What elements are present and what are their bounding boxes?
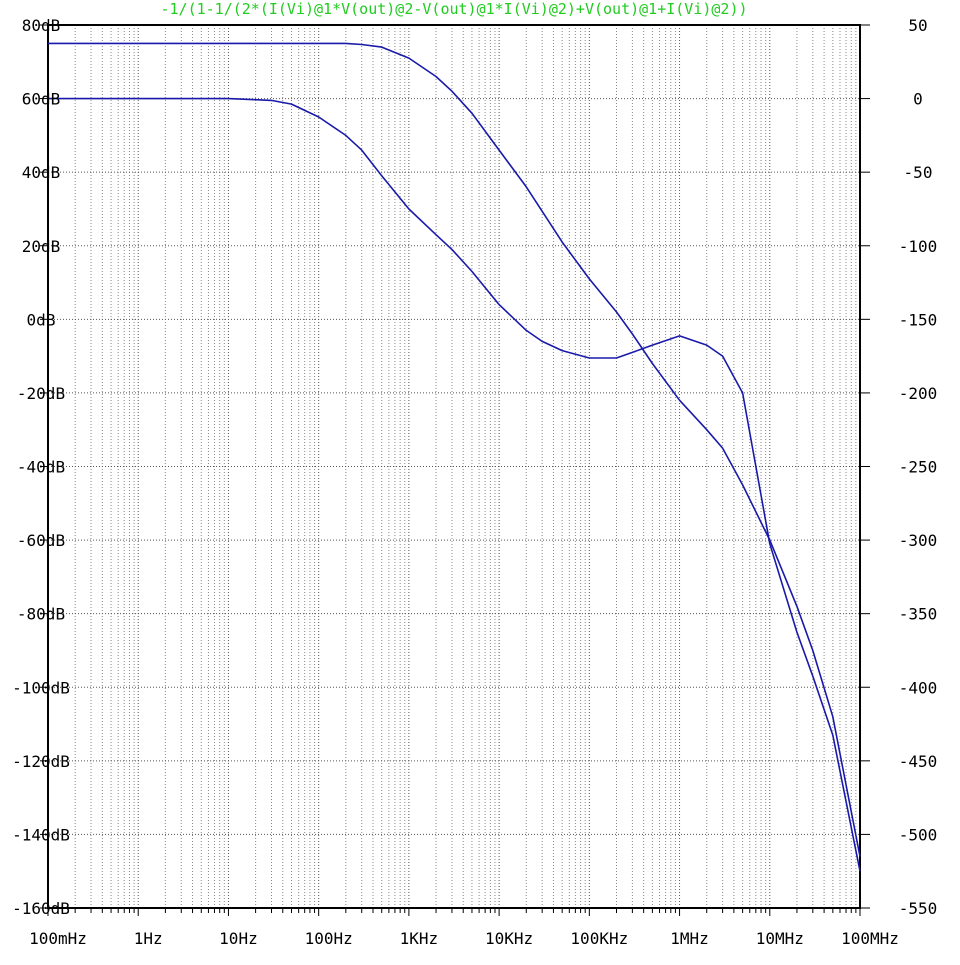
y-left-tick-label: 60dB	[22, 90, 61, 109]
x-tick-label: 1Hz	[134, 929, 163, 948]
grid-layer	[48, 25, 860, 908]
x-tick-label: 100MHz	[841, 929, 899, 948]
y-right-tick-label: -100	[899, 237, 938, 256]
y-left-tick-label: 80dB	[22, 16, 61, 35]
y-left-tick-label: -120dB	[12, 752, 70, 771]
y-right-tick-label: -250	[899, 458, 938, 477]
x-tick-label: 10KHz	[485, 929, 533, 948]
y-left-tick-label: -80dB	[17, 605, 65, 624]
x-tick-label: 1KHz	[400, 929, 439, 948]
y-right-tick-label: -200	[899, 384, 938, 403]
y-left-tick-label: 40dB	[22, 163, 61, 182]
x-tick-label: 100KHz	[570, 929, 628, 948]
y-right-tick-label: -450	[899, 752, 938, 771]
plot-border	[47, 24, 861, 909]
series-layer	[48, 42, 861, 872]
y-right-tick-label: -550	[899, 899, 938, 918]
y-left-tick-label: 0dB	[27, 310, 56, 329]
y-left-tick-label: -140dB	[12, 825, 70, 844]
x-tick-label: 1MHz	[670, 929, 709, 948]
y-right-tick-label: 0	[913, 90, 923, 109]
y-left-tick-label: -160dB	[12, 899, 70, 918]
x-tick-label: 10MHz	[756, 929, 804, 948]
y-right-tick-label: -350	[899, 605, 938, 624]
x-tick-label: 100mHz	[29, 929, 87, 948]
y-right-tick-label: -150	[899, 310, 938, 329]
x-tick-label: 100Hz	[305, 929, 353, 948]
y-left-tick-label: -20dB	[17, 384, 65, 403]
label-layer: 80dB 60dB 40dB 20dB 0dB -20dB -40dB -60dB -80dB -…	[12, 16, 937, 948]
x-tick-label: 10Hz	[219, 929, 258, 948]
y-right-tick-label: -500	[899, 825, 938, 844]
y-left-tick-label: -60dB	[17, 531, 65, 550]
y-right-tick-label: -50	[904, 163, 933, 182]
axis-layer	[40, 24, 870, 916]
y-right-tick-label: -300	[899, 531, 938, 550]
y-left-tick-label: 20dB	[22, 237, 61, 256]
y-right-tick-label: 50	[908, 16, 927, 35]
series-line	[48, 97, 861, 872]
y-left-tick-label: -100dB	[12, 678, 70, 697]
y-left-tick-label: -40dB	[17, 458, 65, 477]
series-line	[48, 42, 861, 857]
chart-title: -1/(1-1/(2*(I(Vi)@1*V(out)@2-V(out)@1*I(…	[161, 0, 748, 18]
y-right-tick-label: -400	[899, 678, 938, 697]
